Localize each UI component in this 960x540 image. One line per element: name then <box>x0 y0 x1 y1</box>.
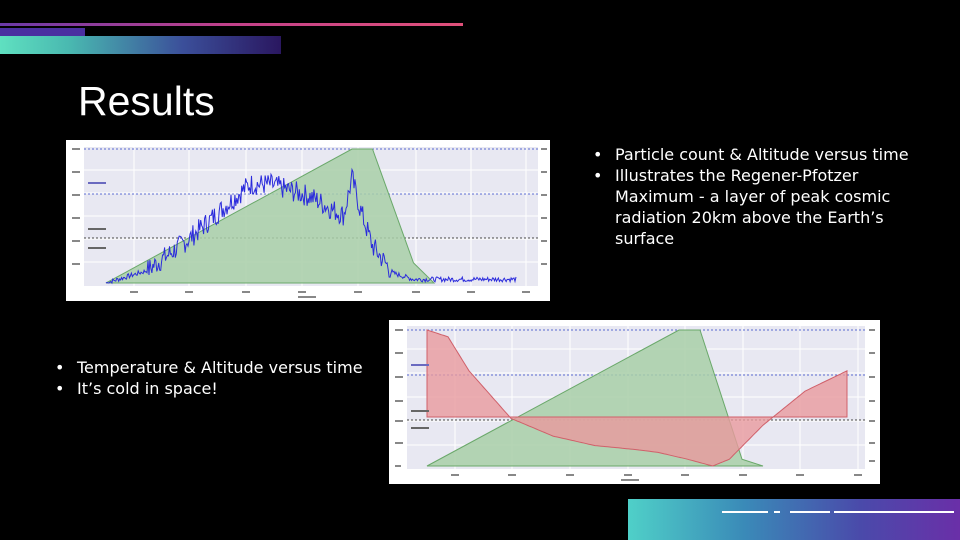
bottom-right-dash-lines <box>722 511 954 513</box>
chart-1-layer-labels <box>88 182 106 249</box>
bullets-left: Temperature & Altitude versus time It’s … <box>53 357 383 399</box>
bullet-item: Illustrates the Regener-Pfotzer Maximum … <box>591 165 931 249</box>
chart-1-ticks <box>72 148 547 298</box>
top-accent-line <box>0 23 463 26</box>
slide-title: Results <box>78 78 215 124</box>
bottom-right-gradient-bar <box>628 499 960 540</box>
chart-1-svg <box>72 147 547 298</box>
chart-2-svg <box>395 326 875 481</box>
chart-1-particle-count-line <box>105 167 517 285</box>
temperature-altitude-chart <box>389 320 880 484</box>
bullets-right: Particle count & Altitude versus time Il… <box>591 144 931 249</box>
particle-count-altitude-chart <box>66 140 550 301</box>
chart-2-ticks <box>395 329 875 481</box>
chart-2-temperature-area <box>426 329 848 467</box>
top-left-accent-bar <box>0 28 85 36</box>
bullet-item: Particle count & Altitude versus time <box>591 144 931 165</box>
bullet-item: Temperature & Altitude versus time <box>53 357 383 378</box>
chart-1-altitude-area <box>105 148 436 284</box>
chart-2-layer-labels <box>411 364 429 429</box>
top-left-gradient-bar <box>0 36 281 54</box>
bullet-item: It’s cold in space! <box>53 378 383 399</box>
